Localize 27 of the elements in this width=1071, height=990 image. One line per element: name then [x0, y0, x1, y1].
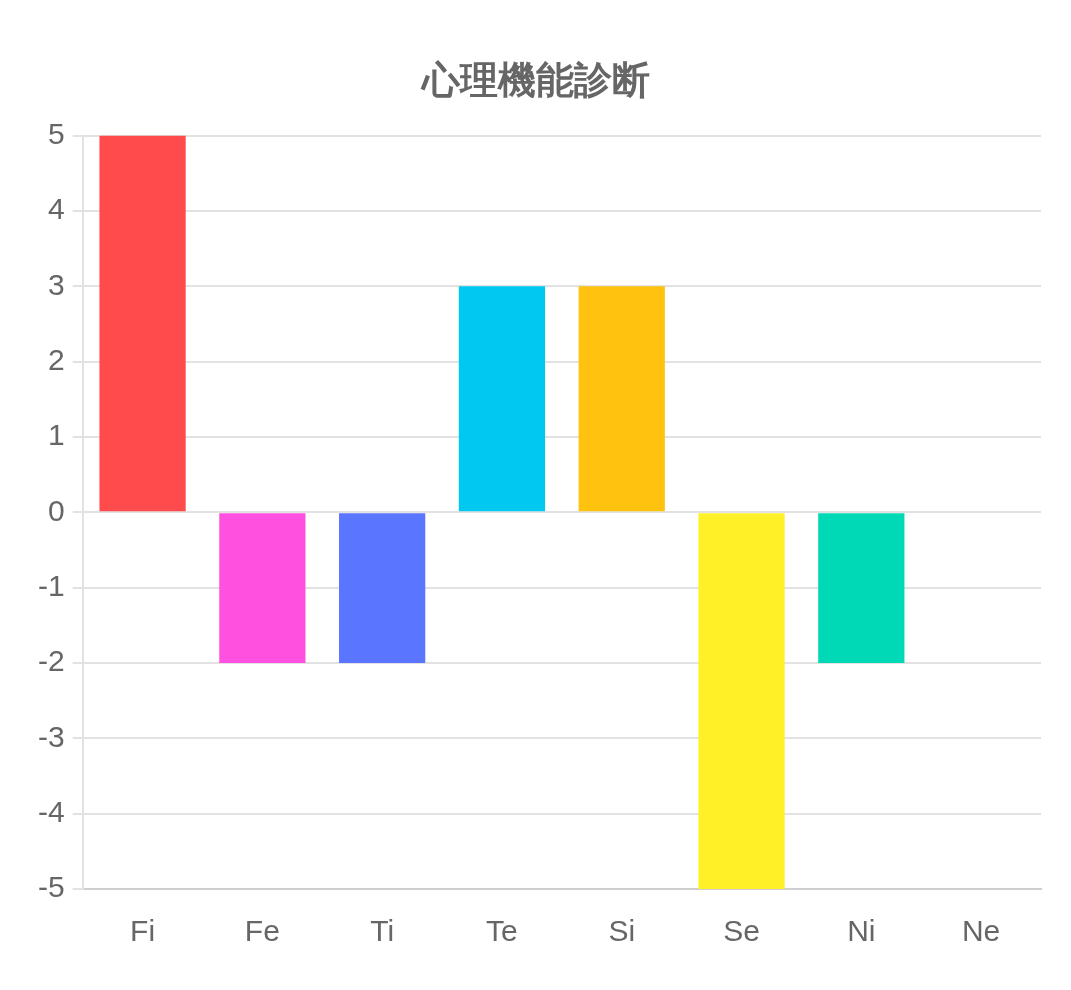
- chart-title: 心理機能診断: [419, 59, 650, 102]
- bar: [339, 513, 426, 663]
- y-tick-label: 1: [47, 418, 65, 452]
- bar: [99, 135, 186, 512]
- bar: [219, 513, 306, 663]
- y-tick-label: -5: [37, 870, 65, 904]
- x-tick-label: Ne: [961, 914, 1001, 948]
- y-tick-label: 3: [47, 267, 65, 301]
- y-tick-label: -3: [37, 719, 65, 753]
- bar: [578, 286, 665, 512]
- x-tick-label: Si: [608, 914, 636, 948]
- x-tick-label: Se: [723, 914, 760, 948]
- y-tick-label: 0: [47, 493, 65, 527]
- y-tick-label: -2: [37, 644, 65, 678]
- y-tick-label: -1: [37, 568, 65, 602]
- x-tick-label: Ti: [370, 914, 395, 948]
- y-tick-label: 2: [47, 342, 65, 376]
- y-tick-label: -4: [37, 794, 65, 828]
- y-tick-label: 4: [47, 192, 65, 226]
- y-tick-label: 5: [47, 116, 65, 150]
- x-tick-label: Ni: [847, 914, 876, 948]
- x-tick-label: Fi: [130, 914, 156, 948]
- bar: [698, 513, 785, 889]
- bar: [818, 513, 905, 663]
- bar: [458, 286, 546, 512]
- x-tick-label: Fe: [244, 914, 280, 948]
- x-tick-label: Te: [486, 914, 518, 948]
